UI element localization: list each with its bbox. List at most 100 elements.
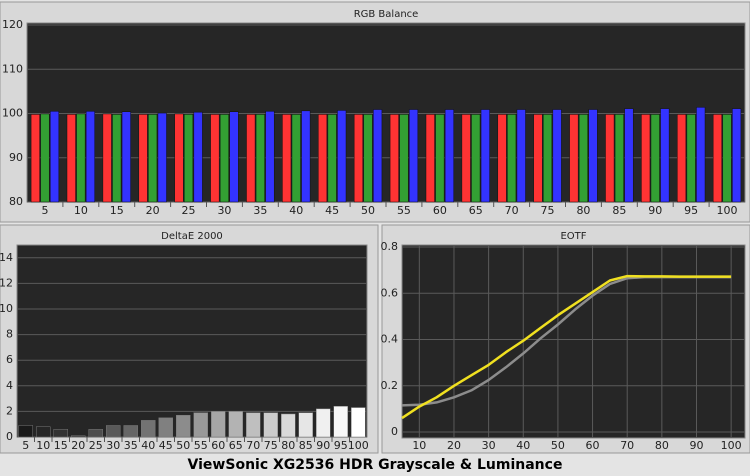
x-tick-label: 85 [612,204,626,217]
y-tick-label: 0 [6,430,13,443]
bar [327,114,337,203]
bar [516,109,526,203]
y-tick-label: 10 [0,302,13,315]
bar [461,114,471,203]
bar [614,114,624,203]
bar [298,412,313,438]
x-tick-label: 100 [348,439,369,452]
x-tick-label: 25 [89,439,103,452]
y-tick-label: 2 [6,404,13,417]
bar [588,109,598,203]
x-tick-label: 40 [289,204,303,217]
bar [88,429,103,438]
x-tick-label: 50 [361,204,375,217]
x-tick-label: 90 [689,439,703,452]
bar [174,113,184,203]
bar [578,114,588,203]
bar [353,114,364,203]
bar [102,113,112,203]
x-tick-label: 95 [334,439,348,452]
line [401,274,732,420]
bar [351,407,366,438]
bar [85,111,95,203]
bar [408,109,419,203]
x-tick-label: 70 [620,439,634,452]
y-tick-label: 110 [2,62,23,75]
y-tick-label: 0 [391,425,398,438]
bar [552,109,562,203]
x-tick-label: 10 [412,439,426,452]
bar [228,411,243,438]
x-tick-label: 50 [176,439,190,452]
bar [282,114,292,203]
bar [141,420,156,438]
x-tick-label: 95 [684,204,698,217]
bar [333,406,348,438]
bar [71,435,86,438]
bar [210,114,220,203]
panel-title: DeltaE 2000 [161,231,223,242]
x-tick-label: 35 [124,439,138,452]
x-tick-label: 100 [721,439,742,452]
bar [121,111,131,203]
x-tick-label: 80 [655,439,669,452]
bar [471,114,481,203]
x-tick-label: 60 [211,439,225,452]
plot-area [401,244,746,439]
plot-area [26,22,746,203]
bar [301,110,311,203]
y-tick-label: 4 [6,379,13,392]
x-tick-label: 60 [433,204,447,217]
bar [36,426,51,438]
bar [373,109,383,203]
bar [399,114,409,203]
bar [686,114,696,203]
x-tick-label: 15 [54,439,68,452]
y-tick-label: 100 [2,107,23,120]
bar [569,114,579,203]
y-tick-label: 80 [9,195,23,208]
bar [193,111,203,203]
bar [389,114,399,203]
bar [497,114,507,203]
bar [605,114,615,203]
bar [318,114,328,203]
x-tick-label: 65 [469,204,483,217]
x-tick-label: 45 [325,204,339,217]
y-tick-label: 120 [2,18,23,31]
bar [148,114,158,203]
bar [157,112,167,203]
x-tick-label: 25 [182,204,196,217]
bar [158,417,173,438]
x-tick-label: 65 [229,439,243,452]
y-tick-label: 0.4 [381,333,399,346]
bar [316,408,331,438]
bar [53,429,68,438]
x-tick-label: 30 [217,204,231,217]
y-tick-label: 12 [0,276,13,289]
bar [444,109,454,203]
x-tick-label: 55 [194,439,208,452]
panel-title: EOTF [560,231,586,242]
x-tick-label: 40 [141,439,155,452]
bar [265,111,275,203]
bar [123,425,138,438]
bar [49,111,60,203]
x-tick-label: 90 [648,204,662,217]
y-tick-label: 8 [6,328,13,341]
bar [543,114,553,203]
y-tick-label: 0.2 [381,379,399,392]
y-tick-label: 90 [9,151,23,164]
bar [263,412,278,438]
x-tick-label: 20 [447,439,461,452]
bar [363,114,373,203]
bar [650,114,660,203]
bar [425,114,435,203]
bar [533,114,543,203]
x-tick-label: 35 [253,204,267,217]
bar [246,114,256,203]
y-tick-label: 0.8 [381,240,399,253]
x-tick-label: 10 [36,439,50,452]
bar [246,412,261,438]
